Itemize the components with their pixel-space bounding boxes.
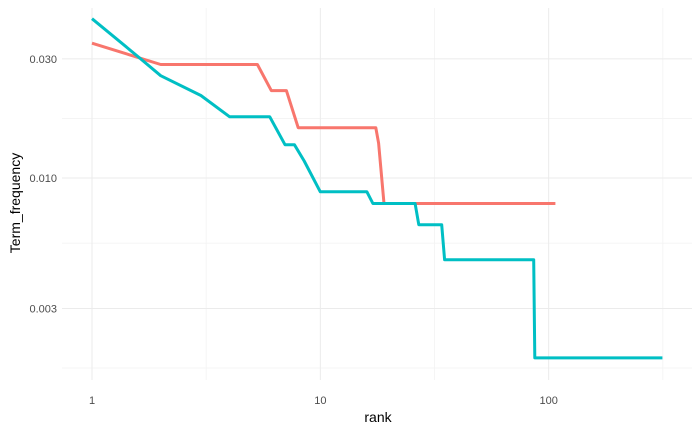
x-tick-label: 10: [314, 395, 326, 407]
y-axis-ticks: 0.003 0.010 0.030: [29, 54, 57, 316]
x-tick-label: 100: [539, 395, 557, 407]
y-tick-label: 0.010: [29, 173, 57, 185]
series-line-2: [91, 17, 663, 360]
series-lines: [91, 17, 663, 360]
x-axis-ticks: 1 10 100: [89, 395, 558, 407]
y-tick-label: 0.003: [29, 303, 57, 315]
y-axis-title: Term_frequency: [7, 153, 23, 253]
grid: [62, 8, 692, 380]
x-axis-title: rank: [364, 409, 392, 425]
x-tick-label: 1: [89, 395, 95, 407]
series-line-1: [91, 41, 556, 205]
y-tick-label: 0.030: [29, 54, 57, 66]
